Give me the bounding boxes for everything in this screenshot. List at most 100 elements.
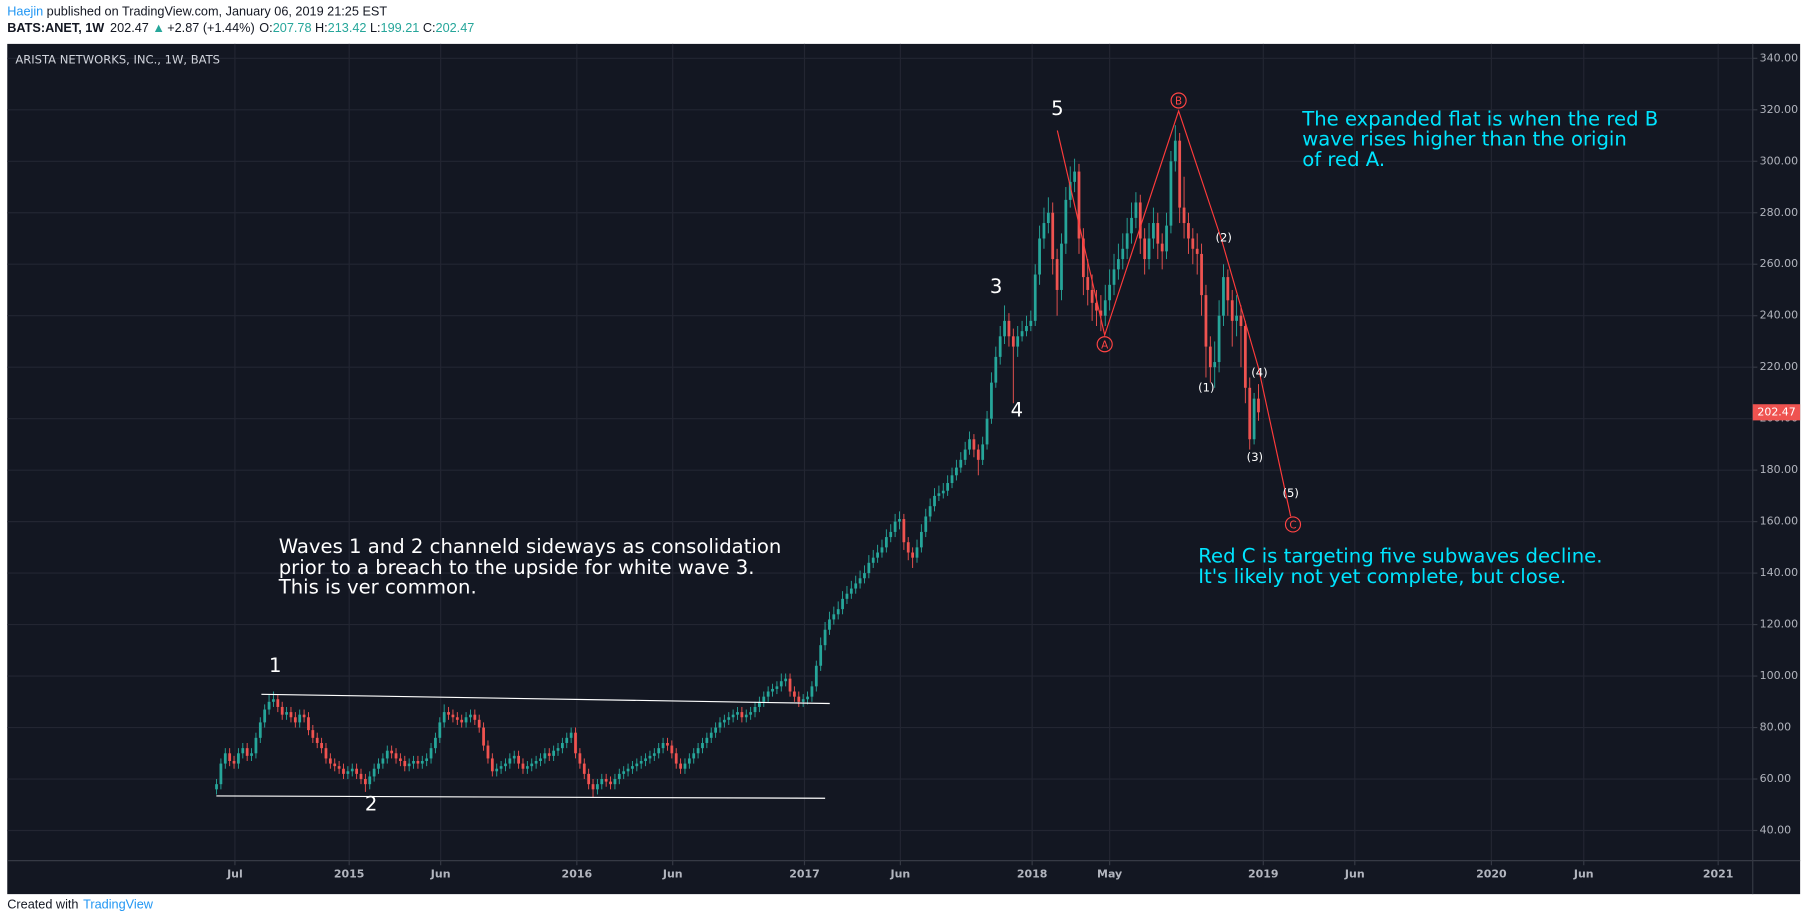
candle-body [1108,284,1112,301]
candle-body [307,717,310,731]
candle-body [582,763,586,774]
channel-line [216,795,826,799]
y-tick-label: 300.00 [1760,154,1798,167]
candle-body [1243,326,1247,388]
candle-body [407,763,411,767]
x-tick-label: 2015 [334,867,365,880]
note-line: Red C is targeting five subwaves decline… [1198,544,1602,567]
change: +2.87 (+1.44%) [167,21,254,35]
candle-body [819,645,823,666]
candle-body [460,719,464,723]
candle-body [263,709,267,723]
wave-label: 3 [990,275,1002,298]
candle-body [530,763,534,767]
ohlc-key: C: [423,21,436,35]
candle-body [845,593,849,599]
wave-label: 2 [365,793,377,816]
candle-body [631,766,634,769]
candle-body [902,519,906,543]
candles [215,125,1260,798]
wave-label: 1 [269,654,282,677]
red-wave-circle [1170,92,1187,109]
candle-body [403,761,407,767]
candle-body [828,619,831,630]
author: Haejin [7,5,43,19]
y-tick-label: 260.00 [1760,257,1798,270]
candle-body [1248,387,1252,440]
candle-body [232,761,236,764]
candle-body [1173,140,1177,162]
candle-body [368,776,372,785]
candle-body [324,748,328,759]
candle-body [928,506,932,517]
candle-body [674,753,678,764]
candle-body [1081,238,1085,278]
candle-body [1134,202,1138,218]
candle-body [994,356,998,383]
candle-body [793,691,796,697]
candle-body [867,562,871,574]
candle-body [298,714,302,723]
x-tick-label: May [1097,867,1122,880]
candle-body [687,758,691,764]
candle-body [919,531,923,548]
candle-body [1222,277,1225,316]
candle-body [990,382,993,419]
candle-body [766,691,770,697]
candle-body [346,771,350,774]
candle-body [451,714,455,718]
candle-body [696,748,700,754]
candle-body [1204,295,1208,347]
candle-body [447,712,450,715]
candle-body [254,737,258,754]
candle-body [666,742,669,746]
candle-body [328,758,332,764]
footer-text: Created with [7,898,78,912]
x-tick-label: 2020 [1476,867,1507,880]
candle-body [1055,259,1059,290]
wave-label: 4 [1011,399,1024,422]
candle-body [1095,302,1098,311]
candle-body [863,573,866,579]
ohlc-value: 207.78 [273,21,312,35]
candle-body [613,779,617,785]
candle-body [946,483,950,491]
candle-body [762,696,766,702]
candle-body [788,678,792,692]
candle-body [311,730,315,738]
candle-body [245,748,249,756]
candle-body [1068,181,1072,200]
legend: BATS:ANET, 1W 202.47 ▲ +2.87 (+1.44%) O:207.… [7,21,474,35]
candle-body [871,557,875,563]
candle-body [1117,259,1120,270]
candle-body [968,439,971,450]
candle-body [1160,243,1164,252]
note-line: Waves 1 and 2 channeld sideways as conso… [279,535,782,558]
candle-body [337,766,341,769]
candle-body [1077,171,1081,239]
candle-body [661,742,665,749]
candle-body [701,742,704,749]
candle-body [1178,140,1182,208]
candle-body [591,784,595,790]
candle-body [1226,277,1230,301]
ohlc-value: 199.21 [381,21,420,35]
candle-body [1073,171,1076,182]
candle-body [394,753,398,759]
sub-wave-label: (4) [1251,366,1267,380]
candle-body [499,766,503,769]
candle-body [1064,199,1068,244]
candle-body [596,784,599,790]
candle-body [718,722,722,728]
red-wave-circle [1284,516,1302,533]
candle-body [438,722,442,738]
candle-body [937,493,941,496]
x-tick-label: Jun [1344,867,1365,880]
candle-body [359,773,363,780]
candle-body [779,681,783,687]
candle-body [740,712,744,718]
annotations: Waves 1 and 2 channeld sideways as conso… [216,92,1658,816]
candle-body [223,753,227,764]
